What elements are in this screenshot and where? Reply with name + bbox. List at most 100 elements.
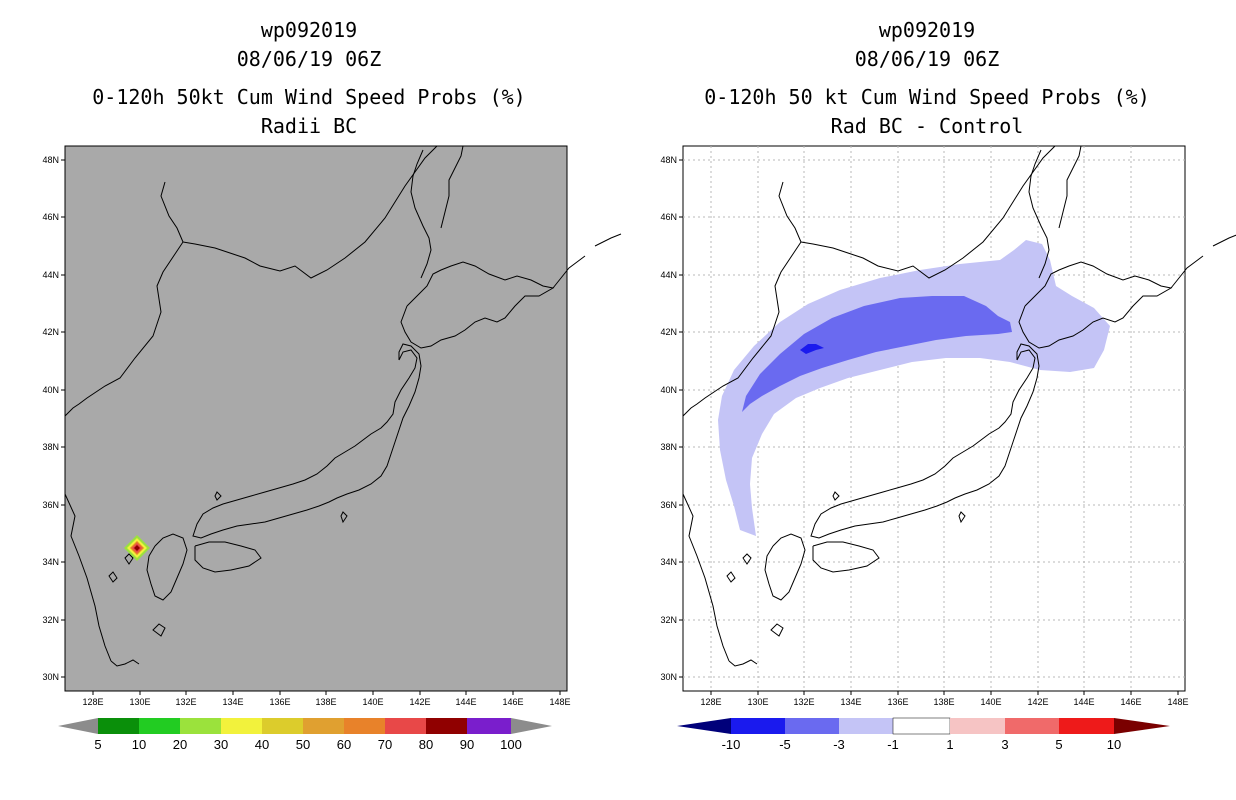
right-colorbar-segment xyxy=(1059,718,1114,734)
left-colorbar-segment xyxy=(180,718,221,734)
lon-label: 148E xyxy=(1167,697,1188,707)
left-colorbar-label: 90 xyxy=(460,737,474,752)
lat-label: 44N xyxy=(660,270,677,280)
left-colorbar-segment xyxy=(303,718,344,734)
lon-label: 128E xyxy=(82,697,103,707)
left-colorbar-segment xyxy=(467,718,511,734)
lon-label: 140E xyxy=(362,697,383,707)
left-storm-id: wp092019 xyxy=(260,18,358,42)
left-colorbar-segment xyxy=(221,718,262,734)
left-colorbar-segment xyxy=(344,718,385,734)
left-colorbar-low-arrow xyxy=(58,718,98,734)
left-colorbar-label: 60 xyxy=(337,737,351,752)
right-colorbar-label: 1 xyxy=(946,737,953,752)
right-colorbar-label: 10 xyxy=(1107,737,1121,752)
middle-contour xyxy=(742,296,1012,412)
right-colorbar: -10 -5 -3 -1 1 3 5 10 xyxy=(677,717,1170,752)
left-datetime: 08/06/19 06Z xyxy=(236,47,382,71)
lon-label: 148E xyxy=(549,697,570,707)
lat-label: 32N xyxy=(42,615,59,625)
lat-label: 40N xyxy=(660,385,677,395)
left-map-frame xyxy=(64,145,568,692)
inner-contour xyxy=(800,344,824,354)
left-colorbar-segment xyxy=(385,718,426,734)
lat-label: 38N xyxy=(42,442,59,452)
left-map: 48N 46N 44N 42N 40N 38N 36N 34N 32N 30N … xyxy=(42,145,622,707)
lon-label: 142E xyxy=(409,697,430,707)
lon-label: 134E xyxy=(222,697,243,707)
lon-label: 144E xyxy=(455,697,476,707)
right-colorbar-label: -5 xyxy=(779,737,791,752)
right-colorbar-label: 5 xyxy=(1055,737,1062,752)
right-colorbar-label: -3 xyxy=(833,737,845,752)
left-lon-ticks xyxy=(92,691,561,695)
lat-label: 48N xyxy=(42,155,59,165)
right-colorbar-label: -10 xyxy=(722,737,741,752)
left-colorbar-high-arrow xyxy=(511,718,552,734)
outer-contour xyxy=(718,240,1110,536)
lon-label: 134E xyxy=(840,697,861,707)
right-colorbar-low-arrow xyxy=(677,718,731,734)
left-panel-title: wp092019 08/06/19 06Z 0-120h 50kt Cum Wi… xyxy=(0,16,618,141)
right-lat-labels: 48N 46N 44N 42N 40N 38N 36N 34N 32N 30N xyxy=(660,155,677,682)
right-lon-ticks xyxy=(710,691,1179,695)
lon-label: 146E xyxy=(1120,697,1141,707)
right-colorbar-segment xyxy=(785,718,839,734)
lat-label: 30N xyxy=(42,672,59,682)
left-probability-diamond xyxy=(124,535,150,561)
lat-label: 42N xyxy=(42,327,59,337)
left-colorbar-segment xyxy=(98,718,139,734)
lon-label: 132E xyxy=(175,697,196,707)
lat-label: 32N xyxy=(660,615,677,625)
lon-label: 130E xyxy=(747,697,768,707)
lat-label: 46N xyxy=(660,212,677,222)
lon-label: 146E xyxy=(502,697,523,707)
lat-label: 44N xyxy=(42,270,59,280)
left-colorbar-label: 70 xyxy=(378,737,392,752)
left-subtitle: Radii BC xyxy=(260,114,358,138)
right-lon-labels: 128E 130E 132E 134E 136E 138E 140E 142E … xyxy=(700,697,1188,707)
left-title: 0-120h 50kt Cum Wind Speed Probs (%) xyxy=(92,85,526,109)
right-colorbar-segment xyxy=(731,718,785,734)
left-lat-ticks xyxy=(61,159,65,678)
lat-label: 42N xyxy=(660,327,677,337)
left-colorbar-label: 5 xyxy=(94,737,101,752)
lon-label: 140E xyxy=(980,697,1001,707)
left-colorbar-segment xyxy=(139,718,180,734)
right-datetime: 08/06/19 06Z xyxy=(854,47,1000,71)
lon-label: 136E xyxy=(887,697,908,707)
left-colorbar-label: 40 xyxy=(255,737,269,752)
lat-label: 40N xyxy=(42,385,59,395)
lon-label: 128E xyxy=(700,697,721,707)
lon-label: 136E xyxy=(269,697,290,707)
left-colorbar-label: 10 xyxy=(132,737,146,752)
lon-label: 130E xyxy=(129,697,150,707)
left-colorbar-label: 100 xyxy=(500,737,522,752)
lat-label: 48N xyxy=(660,155,677,165)
right-colorbar-segment xyxy=(950,718,1005,734)
right-colorbar-label: 3 xyxy=(1001,737,1008,752)
right-panel-title: wp092019 08/06/19 06Z 0-120h 50 kt Cum W… xyxy=(618,16,1236,141)
lat-label: 34N xyxy=(42,557,59,567)
right-colorbar-high-arrow xyxy=(1114,718,1170,734)
right-subtitle: Rad BC - Control xyxy=(830,114,1024,138)
lon-label: 132E xyxy=(793,697,814,707)
right-gridlines xyxy=(683,146,1185,691)
lat-label: 34N xyxy=(660,557,677,567)
left-colorbar-segment xyxy=(426,718,467,734)
left-colorbar-label: 20 xyxy=(173,737,187,752)
left-lon-labels: 128E 130E 132E 134E 136E 138E 140E 142E … xyxy=(82,697,570,707)
lon-label: 138E xyxy=(933,697,954,707)
right-lat-ticks xyxy=(679,159,683,678)
left-colorbar-label: 30 xyxy=(214,737,228,752)
lon-label: 138E xyxy=(315,697,336,707)
right-storm-id: wp092019 xyxy=(878,18,976,42)
left-colorbar-label: 50 xyxy=(296,737,310,752)
lon-label: 144E xyxy=(1073,697,1094,707)
lat-label: 36N xyxy=(42,500,59,510)
right-colorbar-segment xyxy=(1005,718,1059,734)
left-colorbar-label: 80 xyxy=(419,737,433,752)
lat-label: 30N xyxy=(660,672,677,682)
lon-label: 142E xyxy=(1027,697,1048,707)
